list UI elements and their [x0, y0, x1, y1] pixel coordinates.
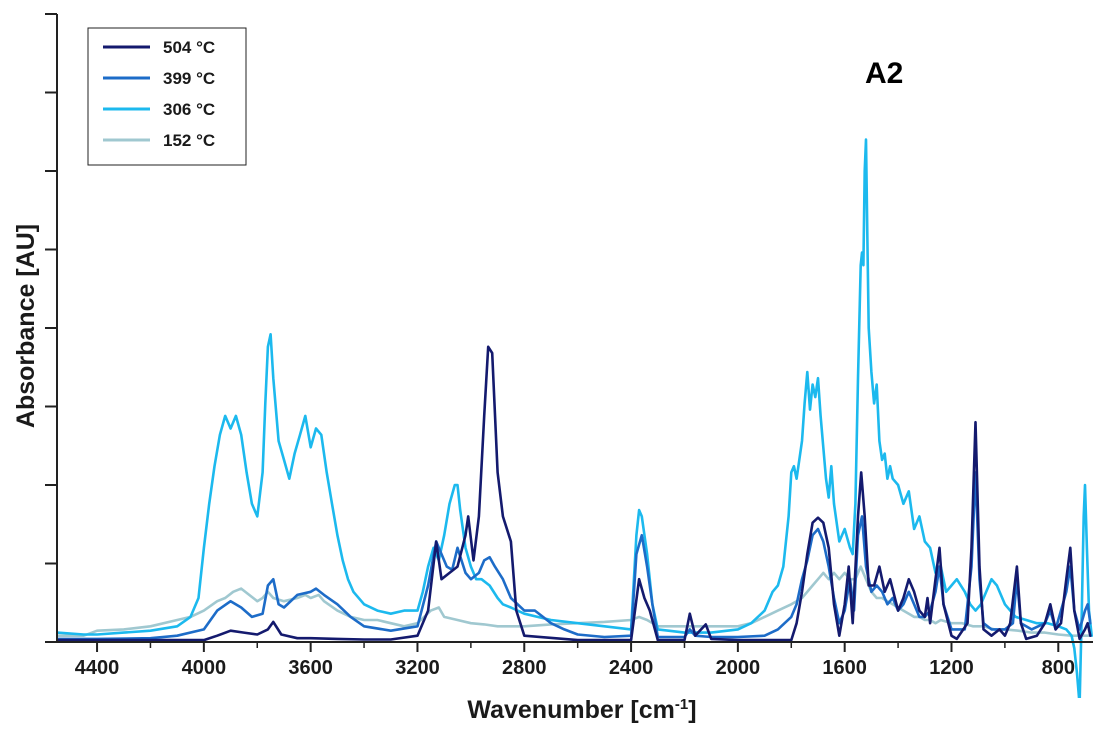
series-line-0: [57, 345, 1092, 642]
series-line-3: [57, 565, 1092, 637]
legend-label-1: 399 °C: [163, 69, 215, 88]
legend-label-3: 152 °C: [163, 131, 215, 150]
x-tick-label-0: 4400: [75, 657, 120, 679]
legend: 504 °C 399 °C 306 °C 152 °C: [87, 27, 247, 166]
x-tick-label-3: 3200: [395, 657, 440, 679]
legend-label-0: 504 °C: [163, 38, 215, 57]
x-tick-label-2: 3600: [288, 657, 333, 679]
panel-label: A2: [865, 57, 903, 90]
x-tick-label-8: 1200: [929, 657, 974, 679]
legend-box: [87, 27, 247, 166]
x-tick-label-9: 800: [1042, 657, 1075, 679]
chart-text: A2 Absorbance [AU] Wavenumber [cm-1]: [12, 57, 903, 724]
series-layer: [57, 138, 1093, 698]
x-axis-title: Wavenumber [cm-1]: [467, 696, 696, 724]
axes: 4400 4000 3600 3200 2800 2400 2000 1600 1200 800: [45, 13, 1093, 679]
series-line-2: [57, 138, 1093, 698]
series-line-1: [57, 471, 1092, 641]
y-axis-title: Absorbance [AU]: [12, 224, 40, 428]
x-tick-label-5: 2400: [609, 657, 654, 679]
legend-label-2: 306 °C: [163, 100, 215, 119]
x-tick-label-6: 2000: [716, 657, 761, 679]
x-tick-label-7: 1600: [822, 657, 867, 679]
x-tick-label-1: 4000: [182, 657, 227, 679]
x-axis-title-superscript: -1: [675, 696, 688, 713]
x-axis-title-suffix: ]: [688, 696, 696, 724]
x-tick-label-4: 2800: [502, 657, 547, 679]
